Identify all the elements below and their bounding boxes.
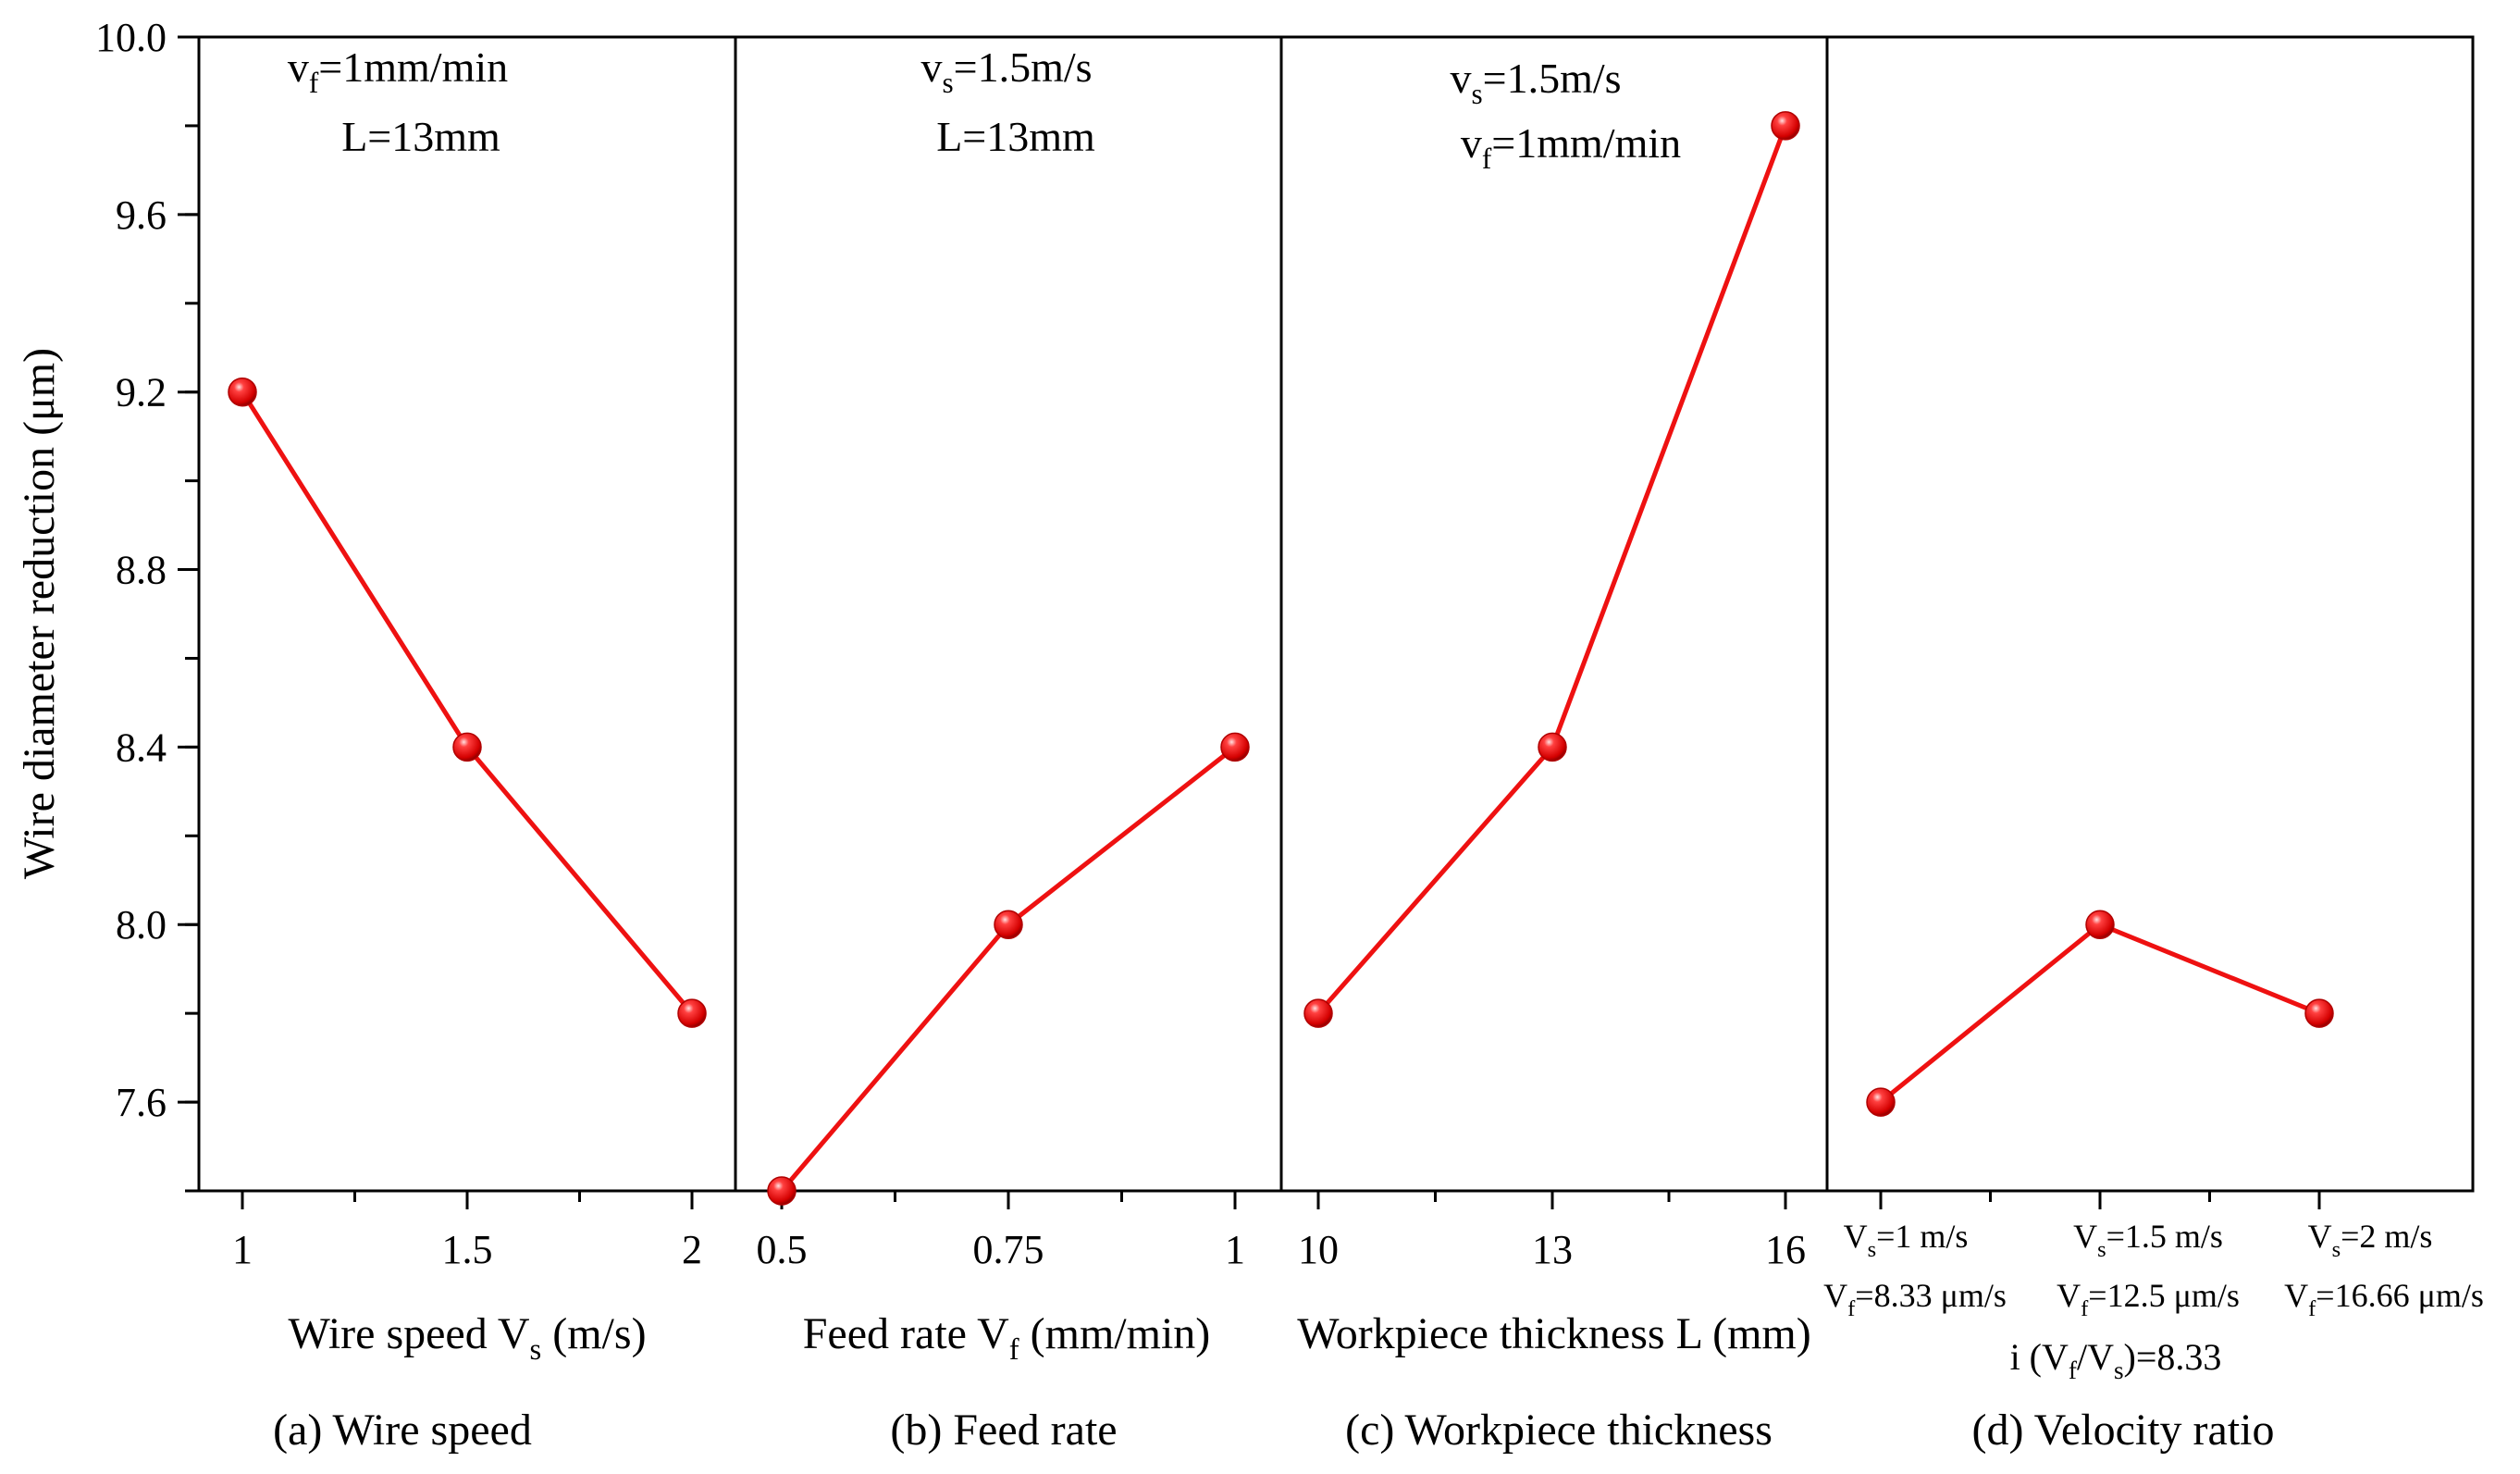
data-point-panel-b xyxy=(994,910,1023,939)
panel-d-cat-1-vs: Vs=1 m/s xyxy=(1844,1218,1969,1262)
y-tick-label: 8.0 xyxy=(116,902,167,948)
data-point-panel-a xyxy=(452,732,482,762)
y-axis-ticks: 7.6 8.0 8.4 8.8 9.2 9.6 10.0 xyxy=(95,15,199,1193)
panel-d-cat-2-vf: Vf=12.5 μm/s xyxy=(2057,1277,2240,1321)
y-tick-label: 9.6 xyxy=(116,192,167,238)
panel-a-x-axis-title: Wire speed Vs (m/s) xyxy=(288,1309,646,1367)
plot-frame xyxy=(197,35,2475,1193)
panel-d-cat-2-vs: Vs=1.5 m/s xyxy=(2073,1218,2223,1262)
data-point-panel-c xyxy=(1538,732,1567,762)
panel-b-caption: (b) Feed rate xyxy=(890,1406,1117,1455)
x-tick-label: 16 xyxy=(1765,1227,1806,1272)
y-axis-title: Wire diameter reduction (μm) xyxy=(15,348,64,879)
y-tick-label: 10.0 xyxy=(95,15,167,60)
x-tick-label: 1.5 xyxy=(442,1227,493,1272)
x-tick-label: 13 xyxy=(1532,1227,1573,1272)
panel-c-x-axis-title: Workpiece thickness L (mm) xyxy=(1297,1309,1811,1358)
x-tick-label: 2 xyxy=(682,1227,702,1272)
series-line-panel-d xyxy=(1879,922,2320,1105)
data-point-panel-d xyxy=(1866,1087,1896,1117)
x-tick-label: 10 xyxy=(1298,1227,1339,1272)
data-point-panel-b xyxy=(767,1176,797,1206)
data-point-panel-c xyxy=(1303,998,1333,1028)
panel-a-caption: (a) Wire speed xyxy=(273,1406,532,1455)
panel-d-ratio-label: i (Vf/Vs)=8.33 xyxy=(2010,1336,2222,1384)
data-point-panel-d xyxy=(2304,998,2334,1028)
panel-c-caption: (c) Workpiece thickness xyxy=(1345,1406,1773,1455)
panel-d-caption: (d) Velocity ratio xyxy=(1971,1406,2274,1455)
x-tick-label: 1 xyxy=(1225,1227,1245,1272)
series-layer xyxy=(228,111,2334,1206)
data-point-panel-a xyxy=(677,998,707,1028)
panel-d-cat-3-vs: Vs=2 m/s xyxy=(2308,1218,2433,1262)
data-point-panel-c xyxy=(1771,111,1800,141)
panel-b-condition-2: L=13mm xyxy=(936,113,1095,160)
y-tick-label: 7.6 xyxy=(116,1080,167,1125)
x-axis-ticks: 1 1.5 2 0.5 0.75 1 10 13 16 xyxy=(232,1191,2321,1272)
series-line-panel-b xyxy=(780,745,1237,1193)
panel-a-condition-2: L=13mm xyxy=(341,113,500,160)
data-point-panel-b xyxy=(1220,732,1250,762)
y-tick-label: 8.8 xyxy=(116,548,167,593)
series-line-panel-a xyxy=(240,390,694,1015)
data-point-panel-a xyxy=(228,377,257,407)
data-point-panel-d xyxy=(2085,910,2115,939)
panel-c-condition-1: vs=1.5m/s xyxy=(1450,55,1621,110)
panel-a-condition-1: vf=1mm/min xyxy=(288,43,508,99)
y-tick-label: 9.2 xyxy=(116,370,167,415)
panel-d-cat-3-vf: Vf=16.66 μm/s xyxy=(2284,1277,2484,1321)
panel-c-condition-2: vf=1mm/min xyxy=(1461,119,1681,175)
x-tick-label: 0.5 xyxy=(757,1227,808,1272)
panel-b-x-axis-title: Feed rate Vf (mm/min) xyxy=(803,1309,1211,1367)
y-tick-label: 8.4 xyxy=(116,725,167,770)
panel-b-condition-1: vs=1.5m/s xyxy=(920,43,1092,99)
panel-d-cat-1-vf: Vf=8.33 μm/s xyxy=(1823,1277,2007,1321)
x-tick-label: 1 xyxy=(232,1227,253,1272)
series-line-panel-c xyxy=(1316,125,1788,1015)
x-tick-label: 0.75 xyxy=(973,1227,1044,1272)
